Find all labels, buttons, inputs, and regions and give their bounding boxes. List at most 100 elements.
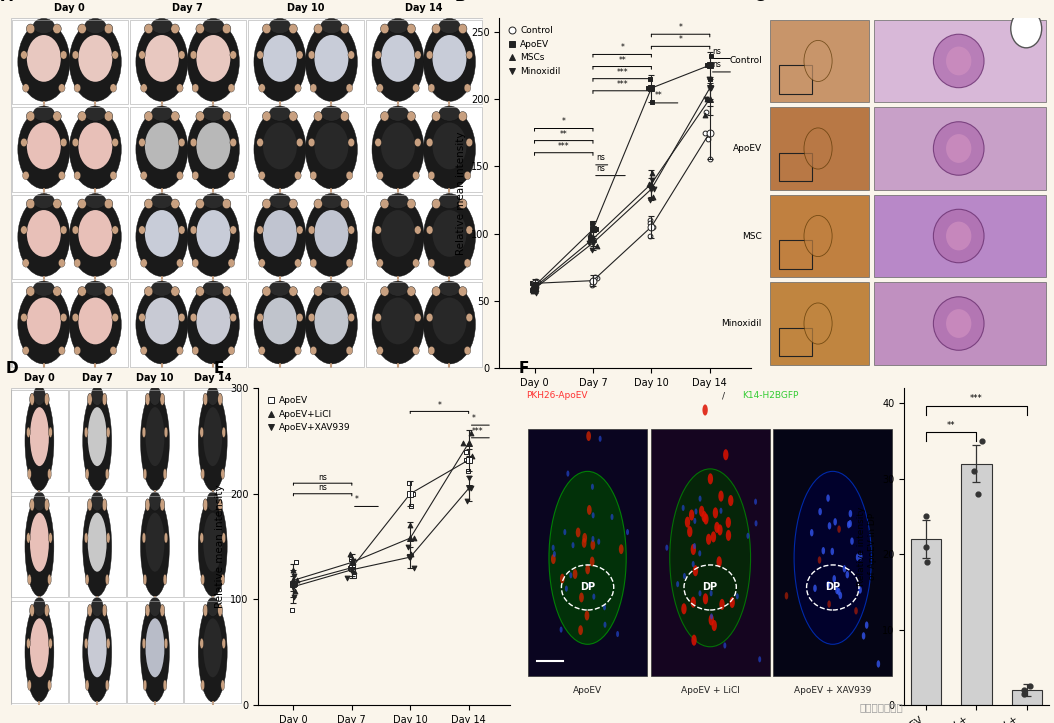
Ellipse shape [725, 517, 731, 528]
Bar [130, 20, 246, 104]
Ellipse shape [26, 24, 35, 34]
Ellipse shape [306, 285, 357, 364]
Ellipse shape [845, 571, 850, 578]
Ellipse shape [254, 110, 306, 189]
Ellipse shape [171, 24, 179, 34]
Ellipse shape [426, 138, 433, 147]
Ellipse shape [25, 391, 54, 491]
Point [586, 271, 603, 283]
Ellipse shape [294, 346, 301, 355]
Point [702, 50, 719, 61]
Ellipse shape [308, 138, 315, 147]
Point [401, 552, 417, 563]
Point [1021, 680, 1038, 692]
Ellipse shape [112, 51, 118, 59]
Ellipse shape [192, 84, 199, 92]
Point [642, 231, 659, 242]
Text: ApoEV: ApoEV [573, 686, 602, 695]
Ellipse shape [603, 604, 606, 610]
Ellipse shape [48, 427, 53, 437]
Point [524, 284, 541, 296]
Ellipse shape [934, 121, 984, 175]
Bar [69, 390, 125, 492]
Ellipse shape [26, 298, 61, 344]
Ellipse shape [221, 574, 225, 585]
Ellipse shape [26, 533, 31, 543]
Bar [12, 20, 128, 104]
Point [284, 604, 300, 616]
Ellipse shape [145, 604, 150, 617]
Point [584, 279, 601, 291]
Ellipse shape [102, 499, 106, 511]
Ellipse shape [230, 51, 236, 59]
Ellipse shape [196, 35, 231, 82]
Ellipse shape [826, 581, 831, 589]
Text: ns: ns [318, 473, 327, 482]
Ellipse shape [827, 522, 832, 529]
Ellipse shape [83, 497, 112, 596]
Ellipse shape [308, 226, 315, 234]
Bar [11, 388, 241, 705]
Text: /: / [722, 391, 725, 401]
Ellipse shape [84, 19, 106, 34]
Ellipse shape [375, 226, 382, 234]
Ellipse shape [60, 51, 67, 59]
Ellipse shape [375, 138, 382, 147]
Text: ns: ns [713, 60, 722, 69]
Ellipse shape [145, 513, 164, 572]
Ellipse shape [200, 638, 203, 649]
Point [702, 82, 719, 94]
Ellipse shape [376, 171, 384, 179]
Ellipse shape [310, 84, 317, 92]
Ellipse shape [809, 529, 814, 536]
Y-axis label: Relative mean intensity: Relative mean intensity [455, 132, 466, 255]
Ellipse shape [202, 19, 225, 34]
Ellipse shape [47, 680, 52, 690]
Point [644, 174, 661, 185]
Ellipse shape [847, 521, 851, 529]
Ellipse shape [458, 111, 467, 121]
Point [701, 73, 718, 85]
Ellipse shape [22, 259, 30, 267]
Text: DP: DP [580, 583, 596, 592]
Text: DP: DP [825, 583, 840, 592]
Ellipse shape [553, 551, 555, 557]
Ellipse shape [58, 346, 65, 355]
Ellipse shape [715, 522, 720, 533]
Point [526, 281, 543, 293]
Point [345, 555, 362, 567]
Bar [779, 153, 813, 181]
Ellipse shape [84, 194, 106, 209]
Text: 干细胞与外泌体: 干细胞与外泌体 [859, 702, 903, 712]
Ellipse shape [946, 222, 972, 250]
Ellipse shape [60, 226, 67, 234]
Ellipse shape [314, 210, 349, 257]
Point [403, 500, 419, 512]
Point [643, 95, 660, 107]
Ellipse shape [692, 565, 698, 576]
Ellipse shape [610, 514, 613, 520]
Ellipse shape [934, 297, 984, 350]
Point [640, 82, 657, 94]
Ellipse shape [44, 393, 50, 406]
Ellipse shape [222, 199, 231, 209]
Ellipse shape [432, 111, 441, 121]
Ellipse shape [203, 393, 208, 406]
Ellipse shape [207, 597, 218, 617]
Point [644, 221, 661, 233]
Ellipse shape [203, 407, 222, 466]
Ellipse shape [387, 19, 409, 34]
Ellipse shape [585, 611, 589, 620]
Ellipse shape [110, 171, 117, 179]
Point [1015, 684, 1032, 696]
Ellipse shape [257, 313, 264, 322]
Ellipse shape [690, 544, 696, 555]
Ellipse shape [218, 393, 222, 406]
Ellipse shape [160, 393, 164, 406]
Ellipse shape [320, 106, 343, 121]
Ellipse shape [139, 51, 145, 59]
Ellipse shape [466, 51, 472, 59]
Point [338, 573, 355, 584]
Ellipse shape [407, 24, 415, 34]
Ellipse shape [203, 618, 222, 677]
